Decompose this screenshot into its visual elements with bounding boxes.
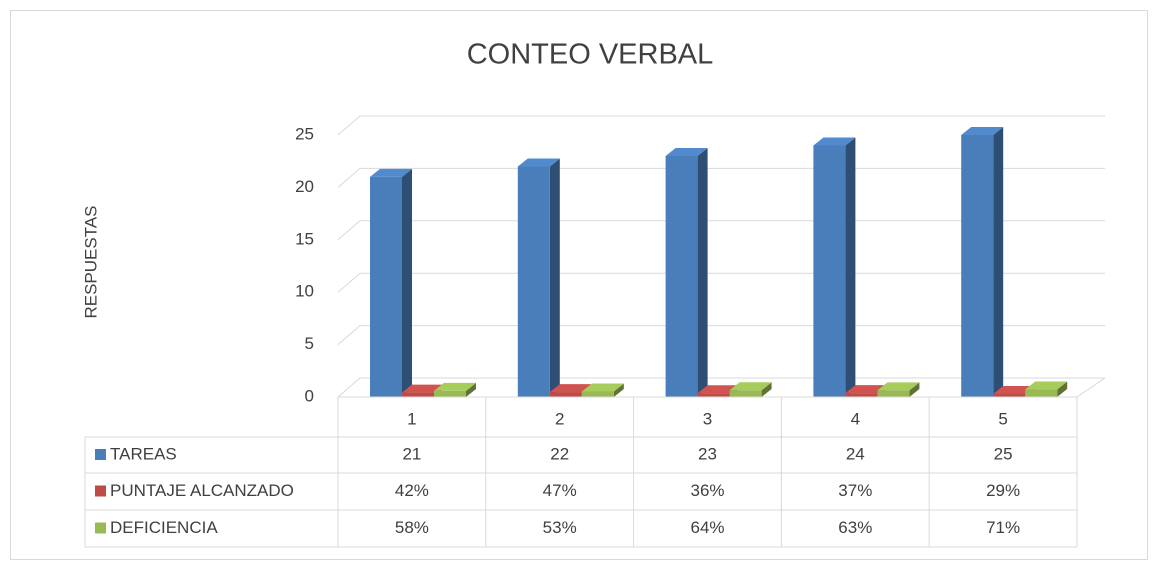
bar-top [665,147,708,156]
bar-top [961,127,1004,135]
table-value: 53% [543,518,577,537]
table-value: 47% [543,481,577,500]
y-tick-label: 5 [305,334,314,353]
y-tick-label: 15 [295,229,314,248]
bar [517,166,550,397]
bar-side [909,382,920,397]
chart-title: CONTEO VERBAL [467,39,714,71]
x-tick-label: 1 [407,409,416,428]
bar-top [877,382,920,391]
legend-label: DEFICIENCIA [110,518,218,537]
bar-top [581,383,624,392]
bar-side [993,127,1004,397]
bar-top [813,137,856,146]
table-value: 64% [690,518,724,537]
x-tick-label: 4 [851,409,860,428]
bar-side [549,158,560,397]
table-value: 22 [550,444,569,463]
table-value: 58% [395,518,429,537]
x-tick-label: 2 [555,409,564,428]
x-tick-label: 3 [703,409,712,428]
bar [581,391,614,397]
table-value: 37% [838,481,872,500]
y-tick-label: 0 [305,386,314,405]
grid-line [337,325,1105,345]
table-value: 24 [846,444,865,463]
legend-label: PUNTAJE ALCANZADO [110,481,294,500]
bar-top [434,382,476,391]
y-axis-label: RESPUESTAS [81,205,100,318]
bar [434,390,466,397]
bar-side [466,382,476,397]
bar-top [517,158,560,167]
y-tick-label: 20 [295,177,314,196]
grid-line [337,220,1105,241]
legend-swatch [95,449,106,460]
bar-side [613,383,624,397]
grid-line [337,272,1105,293]
table-value: 36% [690,481,724,500]
bar [813,145,846,397]
bar [549,392,582,397]
table-value: 21 [402,444,421,463]
bar-top [697,385,740,394]
bar-top [549,384,592,393]
bar-side [402,168,412,397]
bar [370,176,402,397]
bar-top [993,385,1036,394]
table-value: 23 [698,444,717,463]
bar [729,390,762,397]
bar-top [729,382,772,391]
bar [402,392,434,397]
bar-top [370,168,412,177]
legend-label: TAREAS [110,444,177,463]
table-value: 63% [838,518,872,537]
y-tick-label: 10 [295,282,314,301]
bar [665,155,698,397]
bar [1025,389,1058,397]
bar-top [402,384,444,393]
bar-top [1025,381,1068,390]
bar-side [761,382,772,397]
grid-line [337,115,1105,136]
bar-top [845,385,888,394]
table-value: 71% [986,518,1020,537]
legend-swatch [95,485,106,497]
x-tick-label: 5 [998,409,1007,428]
bar [845,393,878,397]
chart-frame [10,10,1148,560]
grid-line [337,167,1105,188]
grid-line [337,377,1105,398]
legend-swatch [95,522,106,534]
bar-side [845,137,856,398]
y-tick-label: 25 [295,124,314,143]
bar-side [697,147,708,397]
floor-edge [1076,377,1106,398]
bar [877,390,910,397]
bar [697,393,730,397]
table-value: 29% [986,481,1020,500]
bar [993,393,1026,397]
bar-side [1057,381,1068,397]
table-value: 42% [395,481,429,500]
table-value: 25 [994,444,1013,463]
bar [961,135,994,397]
